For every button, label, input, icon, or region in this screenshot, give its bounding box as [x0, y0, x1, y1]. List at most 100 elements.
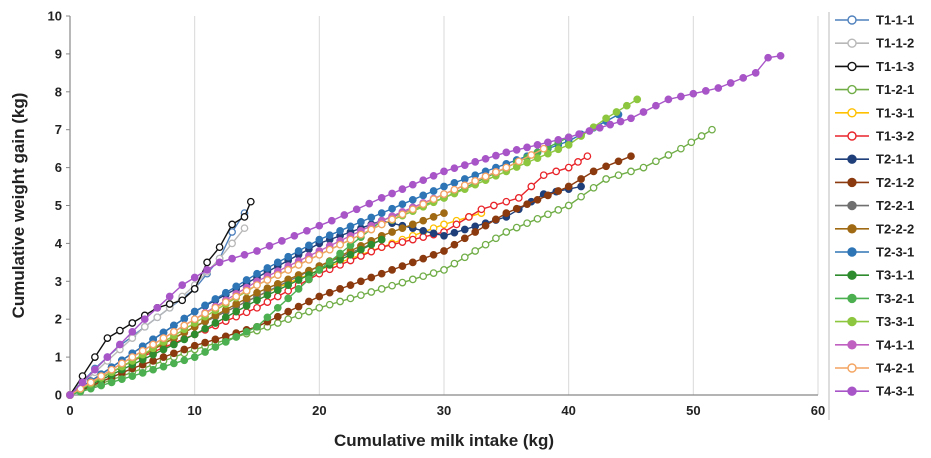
x-tick-label-5: 50 [686, 403, 700, 418]
point-T4-3-1-30 [429, 171, 438, 180]
legend-entry-T3-3-1: T3-3-1 [835, 314, 914, 329]
point-T1-2-1-22 [294, 311, 303, 320]
legend-entry-T1-1-2: T1-1-2 [835, 36, 914, 51]
point-T1-3-2-48 [583, 152, 592, 161]
point-T1-2-1-24 [315, 303, 324, 312]
point-T2-3-1-26 [336, 226, 344, 235]
point-T1-2-1-33 [408, 275, 417, 284]
legend-entry-T1-2-1: T1-2-1 [835, 82, 914, 97]
point-T2-1-2-13 [201, 338, 209, 347]
point-T1-1-2-13 [228, 239, 236, 248]
point-T2-1-1-34 [419, 226, 428, 235]
legend-label: T3-2-1 [876, 291, 914, 306]
legend-label: T1-3-1 [876, 105, 914, 120]
point-T4-3-1-48 [616, 117, 625, 126]
point-T4-3-1-60 [764, 53, 772, 62]
point-T4-3-1-49 [627, 114, 635, 123]
legend-entry-T3-1-1: T3-1-1 [835, 268, 914, 283]
point-T4-3-1-31 [440, 167, 448, 176]
point-T4-2-1-19 [263, 276, 272, 284]
y-tick-label-10: 10 [48, 9, 62, 24]
point-T1-3-2-37 [452, 220, 461, 229]
point-T3-3-1-54 [633, 95, 642, 104]
point-T3-2-1-15 [221, 338, 230, 346]
point-T3-1-1-30 [377, 235, 386, 244]
point-T1-3-2-46 [564, 163, 573, 172]
point-T4-2-1-38 [460, 181, 469, 190]
point-T3-1-1-15 [221, 313, 230, 322]
point-T1-2-1-42 [502, 228, 511, 236]
point-T1-2-1-29 [367, 288, 376, 296]
point-T2-2-2-34 [419, 216, 428, 225]
legend-entry-T2-3-1: T2-3-1 [835, 245, 914, 260]
point-T4-3-1-59 [751, 69, 760, 77]
point-T1-3-2-18 [253, 303, 261, 312]
point-T4-2-1-30 [377, 220, 386, 229]
point-T4-3-1-24 [365, 199, 374, 208]
point-T1-2-1-39 [471, 247, 480, 255]
legend-swatch-marker [847, 224, 857, 234]
legend-entry-T1-3-2: T1-3-2 [835, 129, 914, 144]
point-T3-2-1-4 [107, 378, 116, 387]
legend-label: T3-1-1 [876, 268, 914, 283]
legend-label: T2-3-1 [876, 245, 914, 260]
point-T4-2-1-29 [367, 225, 376, 234]
point-T2-1-2-48 [564, 182, 573, 191]
point-T3-3-1-53 [622, 101, 631, 110]
point-T4-2-1-41 [492, 168, 500, 176]
point-T1-2-1-52 [614, 171, 623, 180]
point-T2-1-2-28 [357, 277, 365, 286]
point-T1-3-1-36 [440, 220, 448, 229]
x-axis-title: Cumulative milk intake (kg) [334, 431, 554, 450]
legend-label: T1-1-2 [876, 36, 914, 51]
point-T4-3-1-53 [677, 92, 685, 101]
point-T4-3-1-32 [450, 164, 459, 173]
point-T4-3-1-26 [388, 189, 396, 198]
point-T3-2-1-10 [170, 359, 178, 368]
point-T3-2-1-13 [201, 348, 209, 356]
point-T4-2-1-13 [201, 309, 209, 318]
point-T1-3-2-47 [574, 158, 582, 166]
point-T1-2-1-27 [346, 294, 355, 303]
point-T2-1-2-41 [492, 215, 500, 224]
point-T1-2-1-59 [697, 132, 706, 140]
point-T1-2-1-51 [602, 175, 610, 183]
point-T2-3-1-38 [460, 175, 469, 183]
point-T1-1-3-12 [215, 243, 224, 252]
point-T4-3-1-33 [460, 161, 469, 169]
point-T2-1-2-34 [419, 254, 428, 263]
point-T1-1-3-8 [165, 300, 174, 308]
series-T4-2-1 [66, 144, 548, 399]
point-T1-3-2-32 [398, 238, 407, 246]
legend-swatch-marker [847, 177, 857, 188]
point-T2-1-2-53 [627, 152, 635, 161]
plot-area [66, 51, 785, 399]
legend-swatch-marker [847, 293, 857, 304]
point-T4-2-1-43 [514, 157, 523, 166]
point-T4-2-1-18 [253, 281, 261, 289]
point-T4-3-1-23 [352, 205, 361, 214]
point-T2-1-1-38 [460, 225, 469, 234]
point-T4-3-1-17 [278, 237, 286, 245]
point-T2-2-2-17 [242, 294, 251, 303]
point-T4-3-1-11 [203, 266, 211, 274]
point-T2-3-1-36 [440, 182, 448, 191]
point-T4-2-1-23 [305, 255, 313, 264]
point-T4-2-1-8 [149, 340, 157, 349]
point-T2-1-2-32 [398, 262, 407, 270]
point-T2-3-1-12 [190, 307, 199, 316]
y-tick-label-6: 6 [55, 160, 62, 175]
point-T1-2-1-21 [284, 315, 293, 324]
point-T2-1-2-47 [554, 187, 563, 195]
point-T2-1-2-22 [294, 302, 303, 311]
point-T2-1-1-48 [577, 182, 585, 191]
point-T2-1-2-43 [512, 204, 521, 213]
point-T4-3-1-34 [471, 158, 480, 166]
point-T1-2-1-45 [533, 214, 542, 223]
point-T1-3-2-17 [242, 308, 251, 317]
point-T4-3-1-25 [377, 194, 386, 202]
legend-entry-T2-1-1: T2-1-1 [835, 152, 914, 167]
point-T4-3-1-29 [419, 176, 428, 185]
point-T4-2-1-39 [471, 177, 480, 185]
point-T4-2-1-2 [86, 378, 95, 387]
